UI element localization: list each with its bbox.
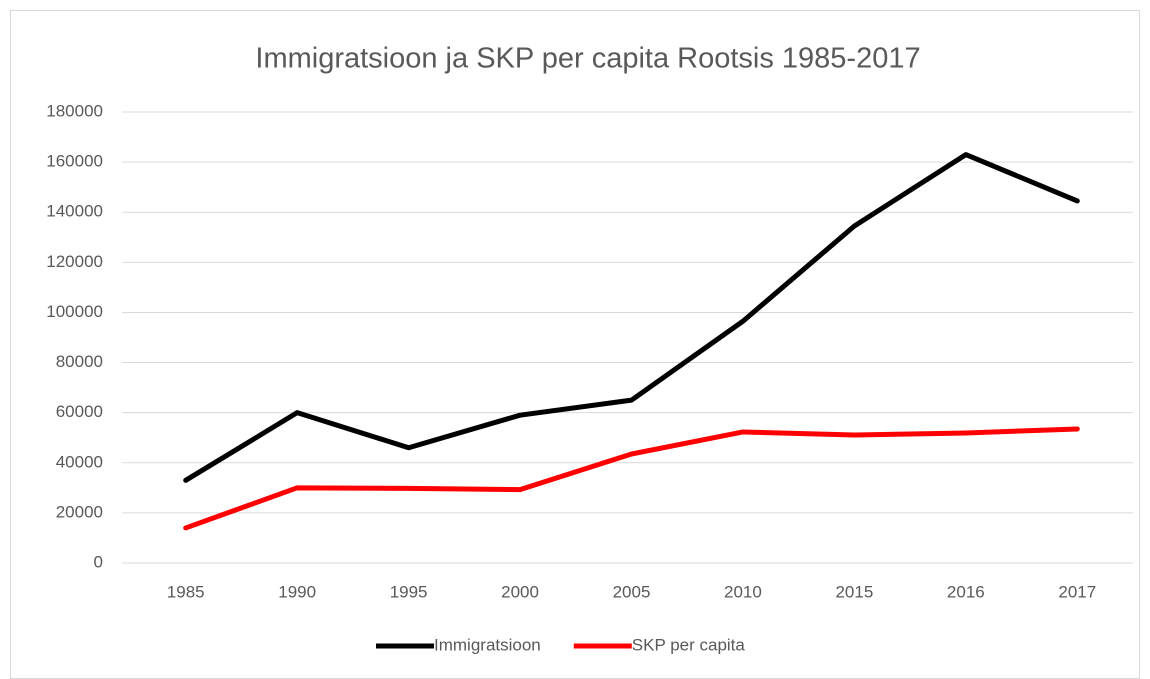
y-tick-label: 140000: [46, 202, 103, 221]
x-tick-label: 2015: [835, 582, 873, 601]
y-tick-label: 40000: [56, 452, 103, 471]
line-series: [183, 426, 1080, 531]
legend-label: SKP per capita: [632, 635, 746, 654]
x-tick-label: 2017: [1058, 582, 1096, 601]
y-tick-label: 180000: [46, 101, 103, 120]
x-tick-label: 2016: [947, 582, 985, 601]
chart-frame: [10, 10, 1140, 679]
y-tick-label: 80000: [56, 352, 103, 371]
y-tick-label: 60000: [56, 402, 103, 421]
x-tick-label: 2000: [501, 582, 539, 601]
y-tick-label: 160000: [46, 152, 103, 171]
x-tick-label: 1995: [390, 582, 428, 601]
x-tick-label: 1990: [278, 582, 316, 601]
y-tick-label: 20000: [56, 502, 103, 521]
x-tick-label: 2005: [613, 582, 651, 601]
line-series: [183, 152, 1080, 483]
y-tick-label: 0: [94, 552, 103, 571]
y-tick-label: 120000: [46, 252, 103, 271]
y-tick-label: 100000: [46, 302, 103, 321]
chart-title: Immigratsioon ja SKP per capita Rootsis …: [255, 43, 920, 75]
x-tick-label: 2010: [724, 582, 762, 601]
x-tick-label: 1985: [167, 582, 205, 601]
legend-label: Immigratsioon: [434, 635, 541, 654]
